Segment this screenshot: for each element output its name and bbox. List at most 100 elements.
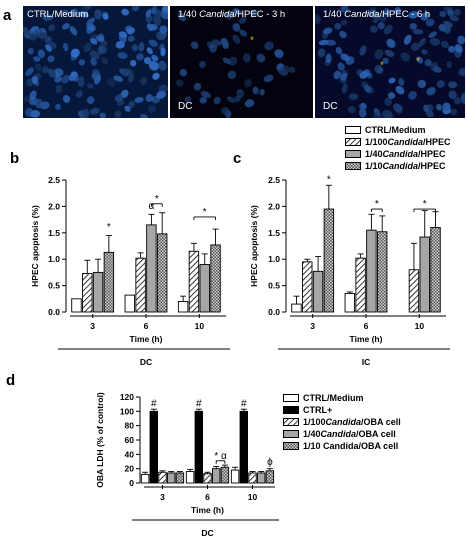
bar [177, 300, 189, 313]
nucleus [86, 17, 96, 26]
nucleus [190, 41, 199, 49]
nucleus [281, 65, 290, 74]
nucleus [315, 14, 321, 25]
nucleus [148, 60, 159, 71]
micrograph-label: 1/40 Candida/HPEC - 3 h [178, 9, 286, 20]
nucleus [408, 11, 419, 19]
legend-swatch-check [345, 162, 361, 170]
y-tick-label: 60 [125, 435, 135, 445]
nucleus [221, 107, 230, 115]
nucleus [140, 77, 148, 85]
nucleus [145, 9, 152, 18]
legend-d: CTRL/Medium CTRL+ 1/100 Candida/OBA cell… [283, 392, 401, 452]
nucleus [334, 22, 342, 30]
nucleus [90, 57, 97, 66]
bar [203, 473, 212, 484]
nucleus [33, 56, 41, 62]
nucleus [61, 9, 69, 15]
legend-swatch-grey [283, 430, 299, 438]
nucleus [340, 73, 348, 81]
significance-marker: * [327, 175, 331, 186]
nucleus [440, 40, 449, 48]
nucleus [442, 102, 451, 112]
nucleus [395, 85, 405, 95]
significance-marker: ϕ [267, 457, 273, 468]
micrograph-3h: * 1/40 Candida/HPEC - 3 h DC [170, 6, 313, 118]
nucleus [341, 19, 348, 26]
nucleus [213, 96, 221, 105]
legend-item: 1/40 Candida/HPEC [345, 148, 451, 160]
nucleus [374, 48, 384, 60]
nucleus [99, 112, 107, 118]
nucleus [450, 108, 458, 116]
nucleus [62, 95, 71, 103]
panel-letter-b: b [10, 150, 20, 167]
nucleus [94, 9, 102, 20]
nucleus [318, 39, 329, 46]
bar [199, 264, 210, 313]
nucleus [461, 92, 465, 102]
nucleus [388, 77, 396, 84]
nucleus [457, 35, 465, 45]
star-marker: * [250, 35, 254, 45]
nucleus [77, 76, 85, 88]
nucleus [124, 105, 131, 112]
nucleus [232, 34, 241, 44]
nucleus [147, 104, 157, 114]
nucleus [85, 25, 95, 35]
nucleus [160, 9, 168, 20]
nucleus [224, 11, 234, 20]
bar [188, 250, 200, 313]
nucleus [83, 42, 92, 52]
nucleus [199, 61, 206, 69]
bar [185, 471, 195, 484]
y-tick-label: 120 [120, 392, 134, 402]
nucleus [394, 7, 402, 15]
nucleus [193, 82, 202, 91]
nucleus [341, 83, 348, 94]
bar [220, 466, 230, 484]
nucleus [430, 62, 439, 71]
significance-marker: # [196, 398, 202, 409]
nucleus [370, 25, 378, 33]
nucleus [408, 91, 417, 100]
legend-item: 1/40 Candida/OBA cell [283, 428, 401, 440]
nucleus [425, 18, 435, 27]
nucleus [263, 74, 274, 83]
nucleus [426, 87, 436, 96]
nucleus [160, 47, 166, 57]
nucleus [453, 97, 462, 105]
nucleus [233, 8, 242, 15]
bar [124, 294, 136, 313]
nucleus [264, 41, 274, 51]
nucleus [244, 99, 255, 108]
nucleus [220, 38, 229, 46]
nucleus [113, 75, 124, 82]
nucleus [30, 110, 41, 118]
nucleus [26, 78, 33, 87]
nucleus [383, 113, 394, 118]
nucleus [232, 23, 241, 32]
legend-swatch-white [345, 126, 361, 134]
x-tick-label: 3 [310, 321, 315, 331]
nucleus [115, 40, 125, 49]
bar [291, 303, 302, 313]
bar [149, 410, 159, 484]
nucleus [228, 56, 238, 66]
nucleus [121, 8, 129, 16]
nucleus [339, 30, 347, 39]
nucleus [398, 78, 405, 86]
bar [355, 257, 366, 313]
nucleus [412, 28, 424, 35]
y-tick-label: 2.0 [48, 201, 60, 211]
bar [419, 236, 430, 313]
nucleus [61, 74, 71, 84]
x-tick-label: 6 [364, 321, 369, 331]
y-tick-label: 1.0 [48, 254, 60, 264]
nucleus [177, 12, 187, 22]
nucleus [418, 37, 426, 48]
bar [377, 231, 388, 313]
nucleus [47, 68, 57, 78]
nucleus [107, 77, 116, 87]
